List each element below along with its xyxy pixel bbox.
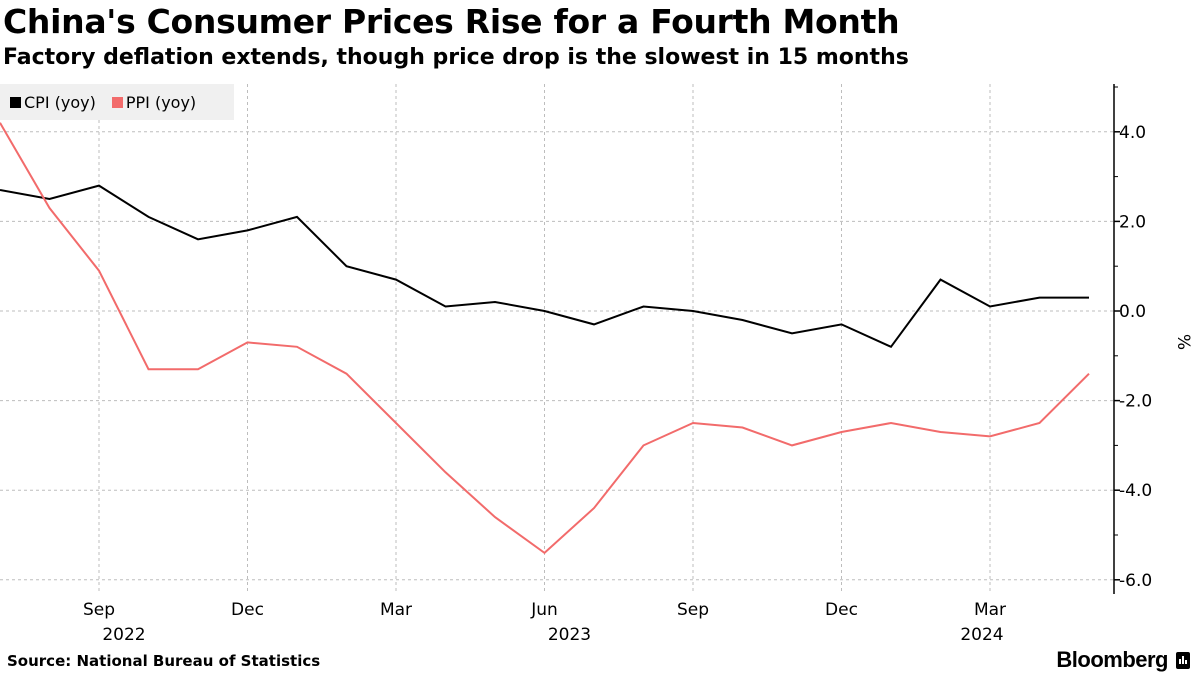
legend-label-cpi: CPI (yoy) bbox=[24, 92, 96, 112]
y-axis: 4.0 2.0 0.0 -2.0 -4.0 -6.0% bbox=[1113, 84, 1193, 594]
legend-label-ppi: PPI (yoy) bbox=[125, 92, 197, 112]
x-tick-label-month: Sep bbox=[677, 600, 709, 620]
source-note: Source: National Bureau of Statistics bbox=[7, 652, 321, 670]
x-tick-label-month: Jun bbox=[530, 600, 558, 620]
x-tick-label-year: 2024 bbox=[960, 625, 1003, 645]
brand-name: Bloomberg bbox=[1056, 647, 1168, 672]
grid bbox=[0, 84, 1114, 594]
y-tick-label: -6.0 bbox=[1119, 571, 1152, 591]
y-tick-label: 4.0 bbox=[1119, 123, 1146, 143]
x-tick-label-month: Mar bbox=[974, 600, 1006, 620]
legend-item-ppi: PPI (yoy) bbox=[111, 92, 197, 112]
x-tick-label-year: 2023 bbox=[548, 625, 591, 645]
x-tick-label-year: 2022 bbox=[102, 625, 145, 645]
y-axis-unit-label: % bbox=[1173, 334, 1193, 350]
bloomberg-logo-icon bbox=[1176, 651, 1190, 669]
x-axis: Sep 2022 Dec Mar Jun 2023 Sep Dec Mar 2024 bbox=[83, 600, 1006, 645]
chart-subtitle: Factory deflation extends, though price … bbox=[3, 45, 909, 70]
series-lines bbox=[0, 122, 1090, 555]
x-tick-label-month: Mar bbox=[380, 600, 412, 620]
legend: CPI (yoy) PPI (yoy) bbox=[0, 84, 234, 120]
x-tick-label-month: Dec bbox=[825, 600, 858, 620]
x-tick-label-month: Dec bbox=[231, 600, 264, 620]
y-tick-label: -4.0 bbox=[1119, 481, 1152, 501]
y-tick-label: 0.0 bbox=[1119, 302, 1146, 322]
y-tick-label: 2.0 bbox=[1119, 212, 1146, 232]
x-tick-label-month: Sep bbox=[83, 600, 115, 620]
y-tick-label: -2.0 bbox=[1119, 392, 1152, 412]
brand: Bloomberg bbox=[1056, 647, 1190, 673]
ppi-line bbox=[0, 122, 1090, 555]
legend-swatch-ppi bbox=[111, 96, 123, 108]
legend-swatch-cpi bbox=[10, 96, 21, 108]
legend-item-cpi: CPI (yoy) bbox=[10, 93, 96, 112]
chart-title: China's Consumer Prices Rise for a Fourt… bbox=[3, 2, 900, 41]
